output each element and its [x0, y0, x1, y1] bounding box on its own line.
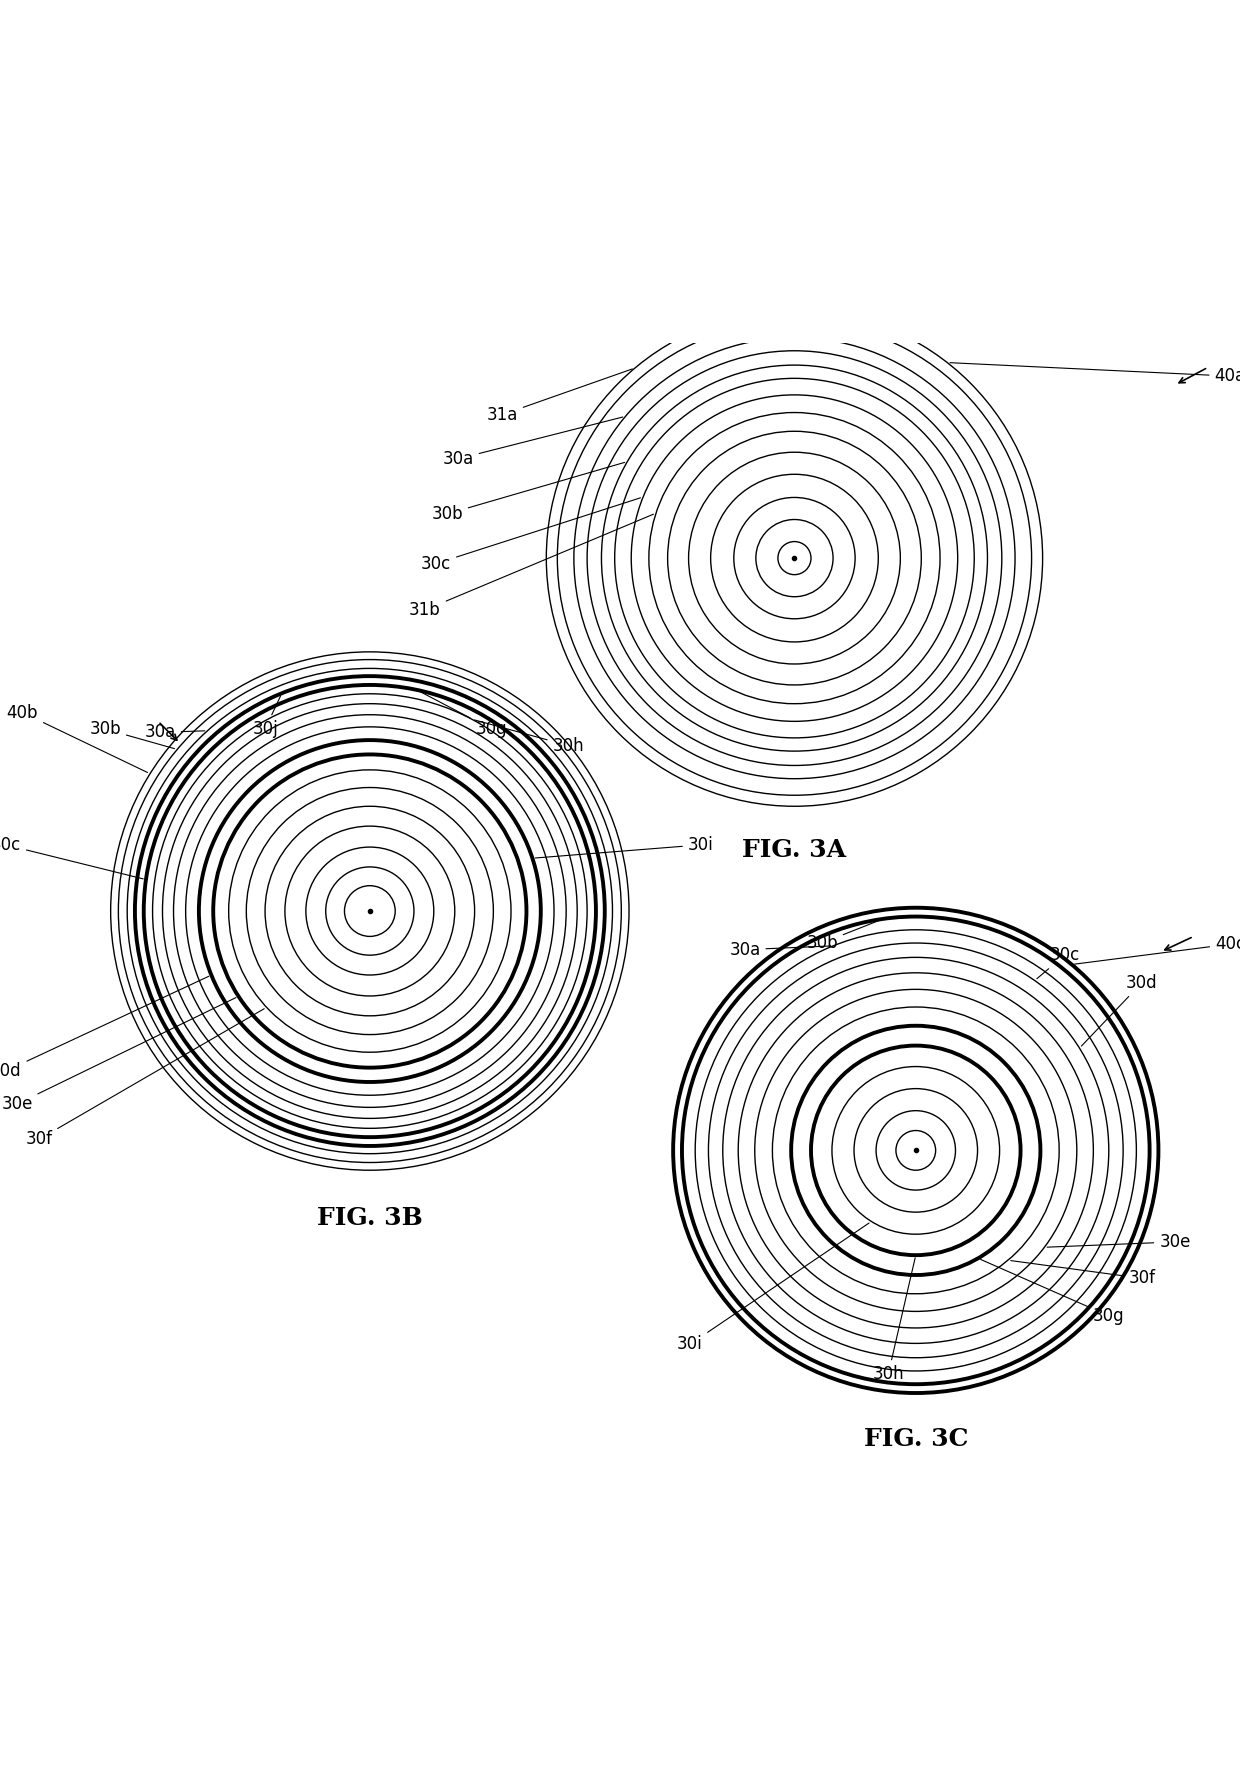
Text: 30a: 30a	[145, 723, 205, 741]
Text: 30f: 30f	[26, 1009, 264, 1149]
Text: 30f: 30f	[1011, 1261, 1156, 1288]
Text: 30g: 30g	[981, 1259, 1125, 1326]
Text: FIG. 3C: FIG. 3C	[863, 1428, 968, 1451]
Text: 40c: 40c	[1075, 936, 1240, 964]
Text: 30a: 30a	[729, 941, 831, 959]
Text: 31b: 31b	[409, 513, 653, 619]
Text: FIG. 3A: FIG. 3A	[743, 839, 847, 862]
Text: 30e: 30e	[1, 998, 236, 1113]
Text: 30j: 30j	[252, 696, 280, 739]
Text: 30h: 30h	[873, 1258, 915, 1383]
Text: 40a: 40a	[950, 363, 1240, 385]
Text: 40b: 40b	[6, 703, 148, 773]
Text: 30e: 30e	[1047, 1233, 1190, 1251]
Text: 30c: 30c	[420, 497, 641, 572]
Text: 30i: 30i	[677, 1224, 869, 1354]
Text: 30d: 30d	[1081, 973, 1158, 1047]
Text: 30b: 30b	[806, 920, 880, 952]
Text: 30i: 30i	[536, 835, 713, 859]
Text: FIG. 3B: FIG. 3B	[317, 1206, 423, 1229]
Text: 31a: 31a	[486, 369, 632, 424]
Text: 30b: 30b	[89, 719, 175, 748]
Text: 30g: 30g	[419, 691, 507, 739]
Text: 30c: 30c	[0, 835, 144, 878]
Text: 30d: 30d	[0, 977, 208, 1081]
Text: 30a: 30a	[443, 417, 622, 469]
Text: 30c: 30c	[1037, 946, 1080, 979]
Text: 30h: 30h	[475, 719, 584, 755]
Text: 30b: 30b	[432, 462, 625, 522]
